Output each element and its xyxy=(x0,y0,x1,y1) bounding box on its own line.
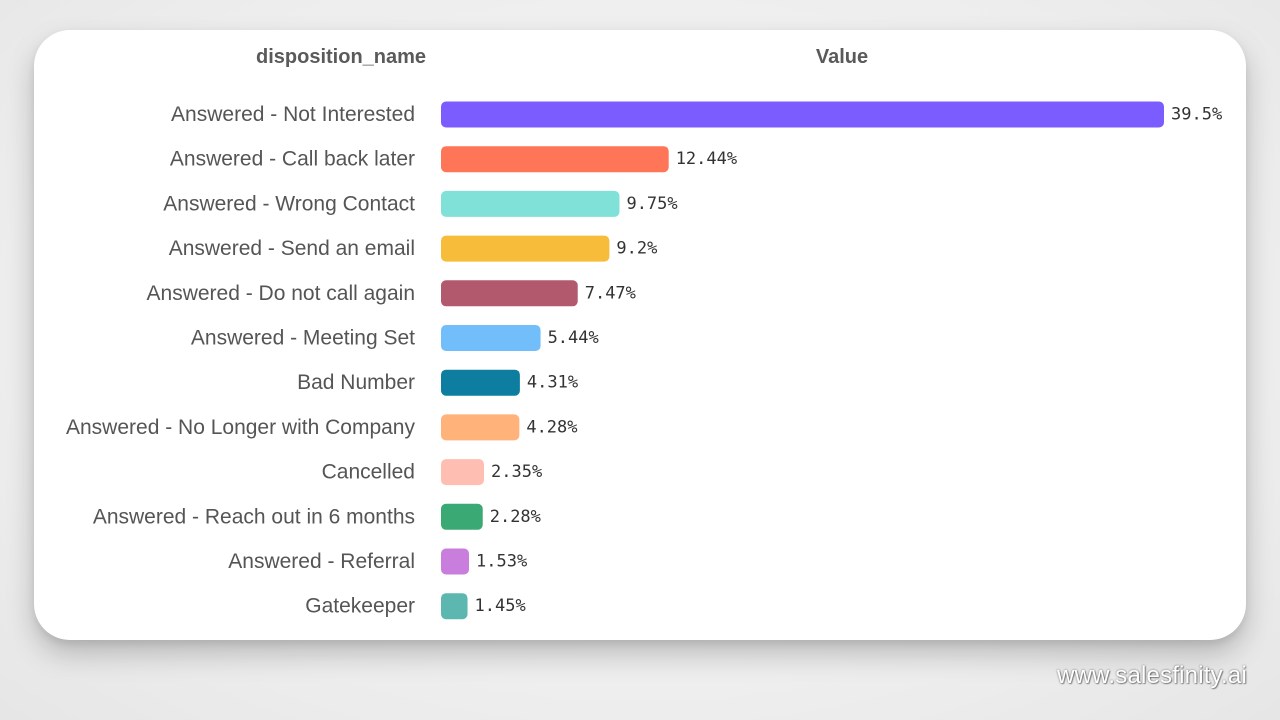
value-label: 1.45% xyxy=(475,596,526,616)
bar xyxy=(441,593,468,620)
category-label: Answered - Referral xyxy=(228,550,415,573)
bar xyxy=(441,548,470,575)
value-label: 4.28% xyxy=(526,417,577,437)
value-column-header: Value xyxy=(815,46,869,68)
bar xyxy=(441,459,485,486)
category-label: Answered - Reach out in 6 months xyxy=(93,505,415,528)
category-label: Answered - Do not call again xyxy=(147,282,415,305)
bar xyxy=(441,414,520,441)
category-label: Cancelled xyxy=(322,461,415,484)
value-label: 9.75% xyxy=(626,194,677,214)
bar xyxy=(441,280,578,307)
bar xyxy=(441,325,541,351)
bar xyxy=(441,190,620,217)
value-label: 39.5% xyxy=(1171,105,1222,125)
bar xyxy=(441,369,520,396)
value-label: 2.28% xyxy=(490,507,541,527)
value-label: 7.47% xyxy=(585,283,636,303)
value-label: 4.31% xyxy=(527,373,578,393)
category-label: Answered - Meeting Set xyxy=(191,327,415,350)
bar xyxy=(441,101,1164,128)
category-label: Answered - No Longer with Company xyxy=(66,416,416,439)
value-label: 12.44% xyxy=(676,149,737,169)
category-label: Bad Number xyxy=(297,371,415,394)
value-label: 1.53% xyxy=(476,552,527,572)
watermark-text: www.salesfinity.ai xyxy=(1057,662,1247,689)
category-column-header: disposition_name xyxy=(256,46,427,68)
category-label: Gatekeeper xyxy=(305,595,415,618)
bar xyxy=(441,503,483,530)
category-label: Answered - Wrong Contact xyxy=(163,192,415,215)
value-label: 5.44% xyxy=(548,328,599,348)
bar xyxy=(441,235,610,262)
category-label: Answered - Send an email xyxy=(169,237,415,260)
value-label: 9.2% xyxy=(616,239,657,259)
category-label: Answered - Not Interested xyxy=(171,103,415,126)
value-label: 2.35% xyxy=(491,462,542,482)
bar xyxy=(441,146,669,173)
category-label: Answered - Call back later xyxy=(170,148,415,171)
chart-card xyxy=(34,30,1246,640)
